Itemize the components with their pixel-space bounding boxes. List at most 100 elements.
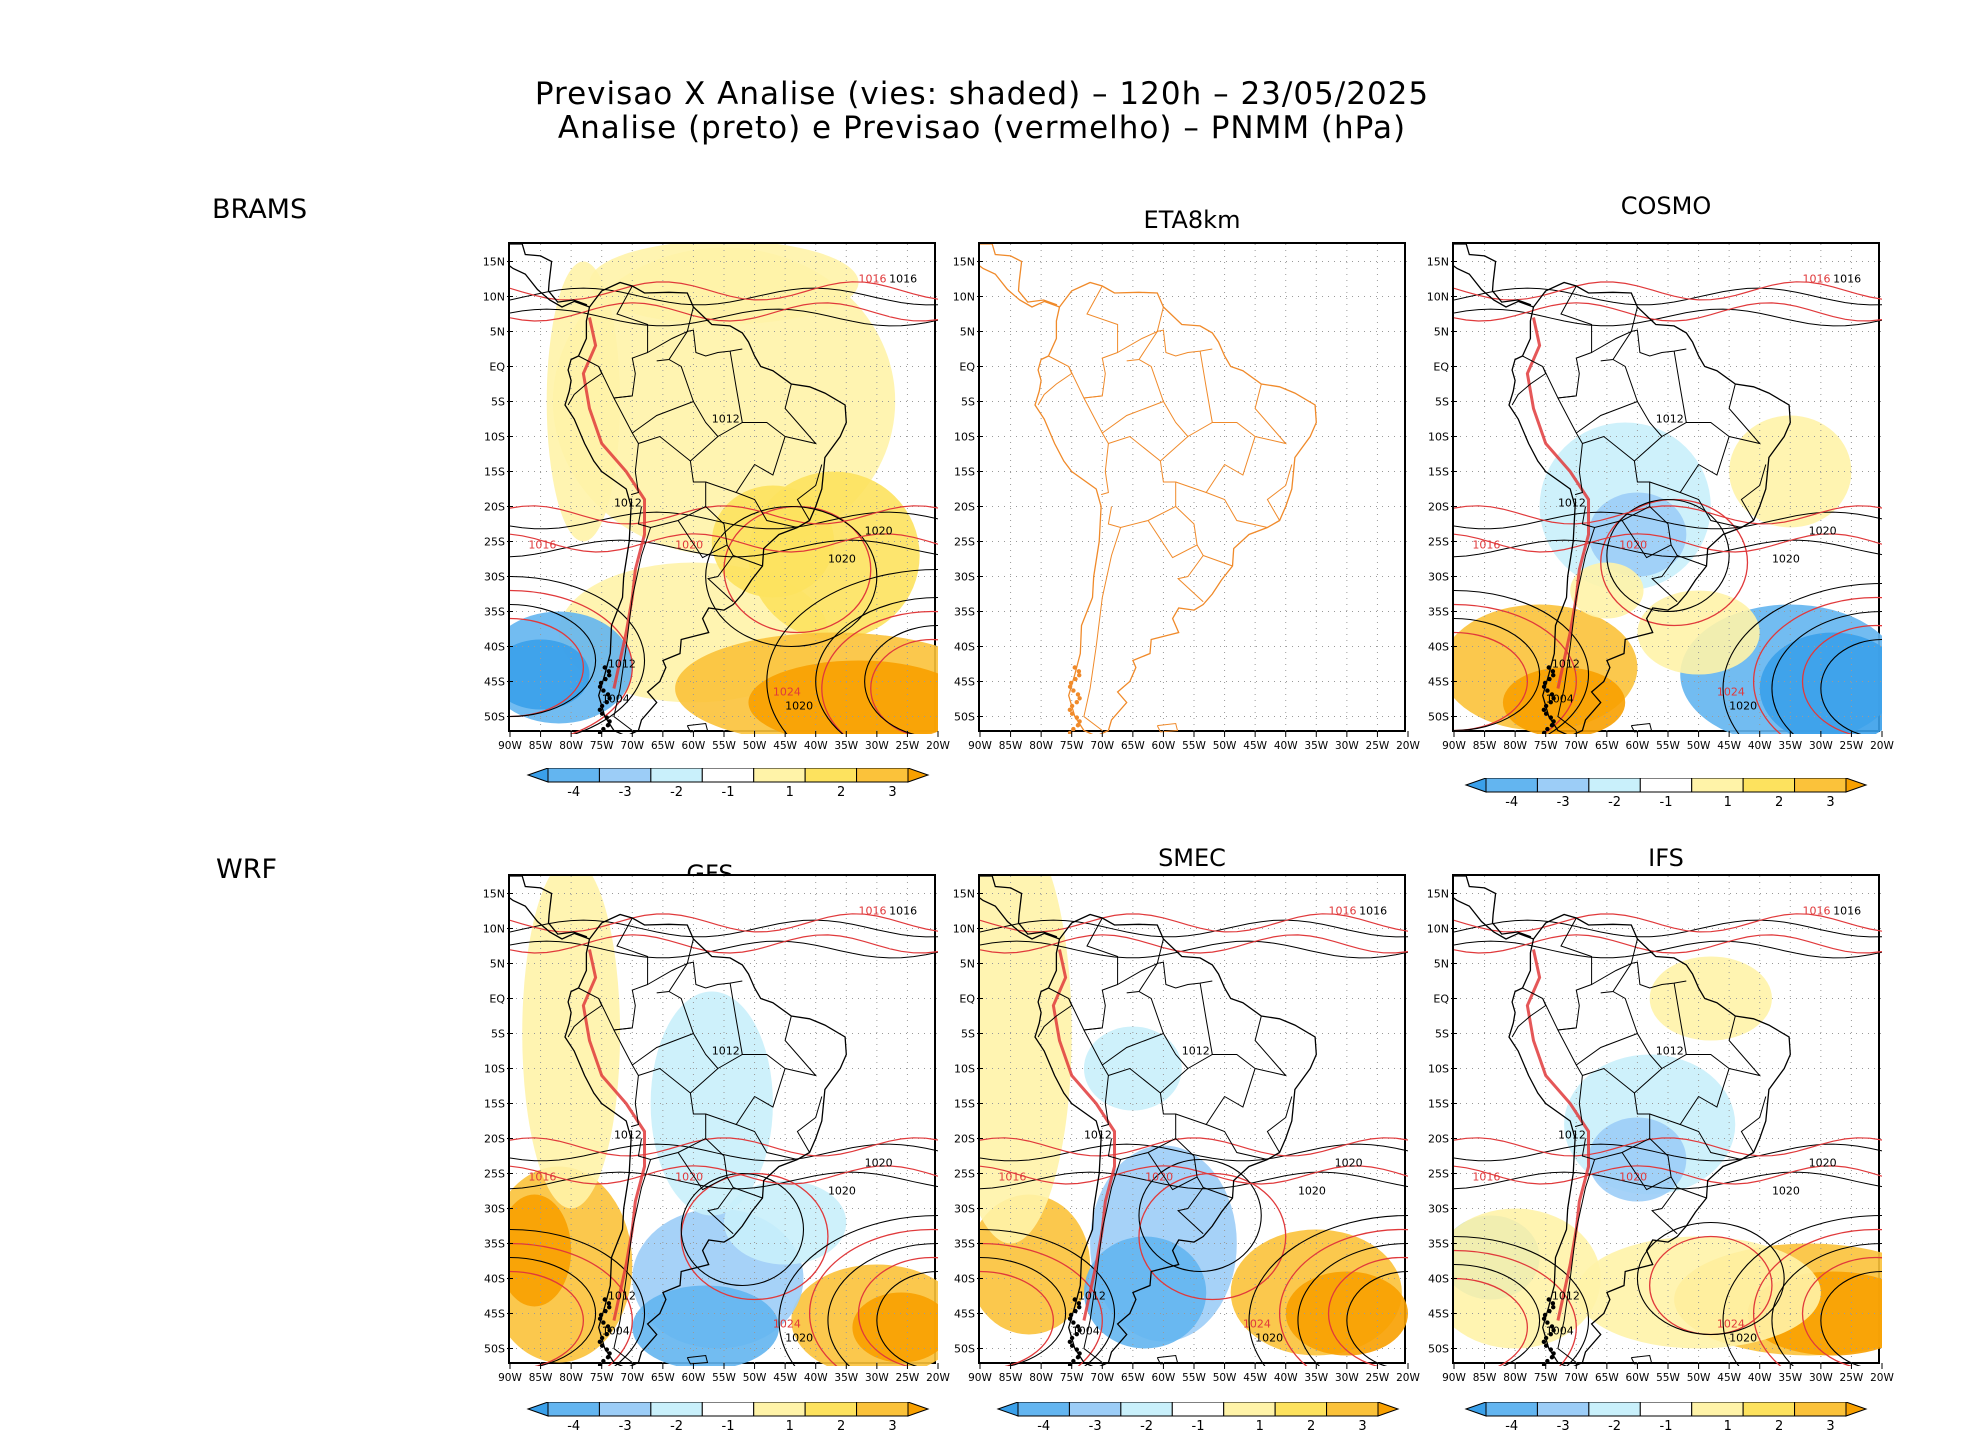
country-border	[567, 987, 603, 1038]
forecast-isobar	[510, 934, 938, 954]
isobar-label: 1020	[865, 525, 893, 538]
lat-tick-label: 5S	[1435, 1028, 1449, 1041]
map-panel-eta: 15N 10N 5N EQ 5S 10S 15S 20S 25S 30S 35S 40S 45S 50S 9…	[953, 242, 1420, 752]
colorbar-tick-label: -1	[722, 785, 735, 800]
colorbar-tick-label: 3	[1826, 795, 1834, 810]
country-border	[1728, 383, 1762, 445]
analysis-isobar	[510, 511, 938, 530]
island-outline	[1156, 1354, 1179, 1365]
forecast-isobar	[510, 1242, 633, 1366]
analysis-isobar	[510, 1143, 938, 1162]
analysis-isobar	[1454, 617, 1541, 732]
country-border	[1557, 397, 1583, 496]
coastline-central-america	[980, 876, 1060, 940]
lat-tick-label: 15N	[483, 256, 505, 269]
colorbar-segment	[650, 1402, 703, 1417]
analysis-isobar	[510, 1256, 597, 1366]
colorbar-segment	[1588, 778, 1641, 793]
country-border	[705, 481, 737, 493]
archipelago-dot	[1549, 723, 1555, 728]
lon-tick-label: 90W	[1442, 740, 1466, 752]
lon-tick-label: 85W	[529, 1372, 553, 1384]
forecast-isobar	[1454, 913, 1882, 933]
lat-tick-label: 5N	[490, 326, 505, 339]
colorbar-tick-label: -4	[567, 785, 580, 800]
lat-tick-label: 15S	[954, 466, 975, 479]
isobar-label: 1012	[1552, 658, 1580, 671]
country-border	[1203, 1187, 1233, 1199]
colorbar-extend-high	[907, 1402, 930, 1417]
country-border	[1083, 1029, 1109, 1128]
forecast-isobar	[510, 1270, 584, 1366]
colorbar-segment	[1326, 1402, 1379, 1417]
lon-tick-label: 45W	[773, 1372, 797, 1384]
country-border	[1740, 464, 1767, 521]
lon-tick-label: 50W	[1687, 1372, 1711, 1384]
isobar-label: 1016	[1359, 905, 1387, 918]
archipelago-dot	[1074, 1331, 1079, 1337]
forecast-isobar	[1454, 1165, 1882, 1185]
colorbar-tick-label: 3	[1826, 1419, 1834, 1434]
archipelago-dot	[1541, 730, 1547, 734]
panel-title-cosmo: COSMO	[1620, 192, 1712, 220]
isobar-label: 1012	[712, 413, 740, 426]
archipelago-dot	[599, 703, 605, 709]
isobar-label: 1020	[865, 1157, 893, 1170]
lon-tick-label: 35W	[1778, 740, 1802, 752]
archipelago-dot	[607, 696, 612, 701]
colorbar-tick-label: 1	[786, 785, 794, 800]
forecast-isobar	[510, 913, 938, 933]
colorbar-segment	[1120, 1402, 1173, 1417]
archipelago-dot	[607, 719, 612, 724]
lon-tick-label: 70W	[1090, 740, 1114, 752]
analysis-isobar	[1454, 287, 1882, 306]
lon-tick-label: 60W	[1152, 1372, 1176, 1384]
forecast-isobar	[1051, 949, 1117, 1321]
isobar-label: 1012	[614, 1129, 642, 1142]
isobar-label: 1012	[1656, 413, 1684, 426]
country-border	[1621, 1138, 1672, 1191]
analysis-isobar	[1248, 1214, 1408, 1366]
forecast-isobar	[510, 505, 938, 525]
colorbar-segment	[701, 1402, 755, 1417]
isobar-label: 1016	[1329, 905, 1357, 918]
lon-tick-label: 90W	[498, 1372, 522, 1384]
lon-tick-label: 90W	[498, 740, 522, 752]
lon-tick-label: 80W	[1029, 1372, 1053, 1384]
country-border	[637, 435, 707, 529]
archipelago-dot	[1067, 684, 1073, 689]
lon-tick-label: 80W	[1503, 740, 1527, 752]
lat-tick-label: 50S	[1428, 1343, 1449, 1356]
colorbar-tick-label: 1	[1256, 1419, 1264, 1434]
lat-tick-label: 20S	[954, 501, 975, 514]
colorbar-segment	[753, 768, 806, 783]
map-plot-brams: 1016 101610241020102010201012101210041016…	[483, 244, 950, 752]
country-border	[613, 1159, 652, 1363]
analysis-isobar	[1346, 1270, 1408, 1366]
archipelago-dot	[604, 1331, 609, 1337]
panel-title-ifs: IFS	[1648, 844, 1684, 872]
bias-shade	[852, 1292, 938, 1363]
isobar-label: 1020	[828, 1185, 856, 1198]
archipelago-dot	[1077, 1305, 1082, 1310]
archipelago-dot	[1071, 1358, 1076, 1364]
lat-tick-label: 45S	[1428, 1308, 1449, 1321]
lat-tick-label: 25S	[1428, 536, 1449, 549]
analysis-isobar	[1454, 1143, 1882, 1162]
isobar-label: 1020	[1809, 525, 1837, 538]
lat-tick-label: 5N	[960, 958, 975, 971]
archipelago-dot	[599, 1335, 605, 1341]
archipelago-dot	[598, 680, 604, 686]
colorbar-tick-label: -3	[1557, 1419, 1570, 1434]
archipelago-dot	[1542, 1312, 1548, 1318]
archipelago-dot	[1072, 1297, 1077, 1302]
country-border	[784, 1015, 818, 1077]
isobar-label: 1020	[1772, 1185, 1800, 1198]
lon-tick-label: 80W	[1029, 740, 1053, 752]
lat-tick-label: 25S	[484, 536, 505, 549]
colorbar-segment	[1588, 1402, 1641, 1417]
archipelago-dot	[603, 1308, 608, 1314]
analysis-isobar	[510, 1171, 938, 1190]
map-plot-cosmo: 1016 101610241020102010201012101210041016…	[1427, 244, 1894, 752]
colorbar-tick-label: -3	[1089, 1419, 1102, 1434]
